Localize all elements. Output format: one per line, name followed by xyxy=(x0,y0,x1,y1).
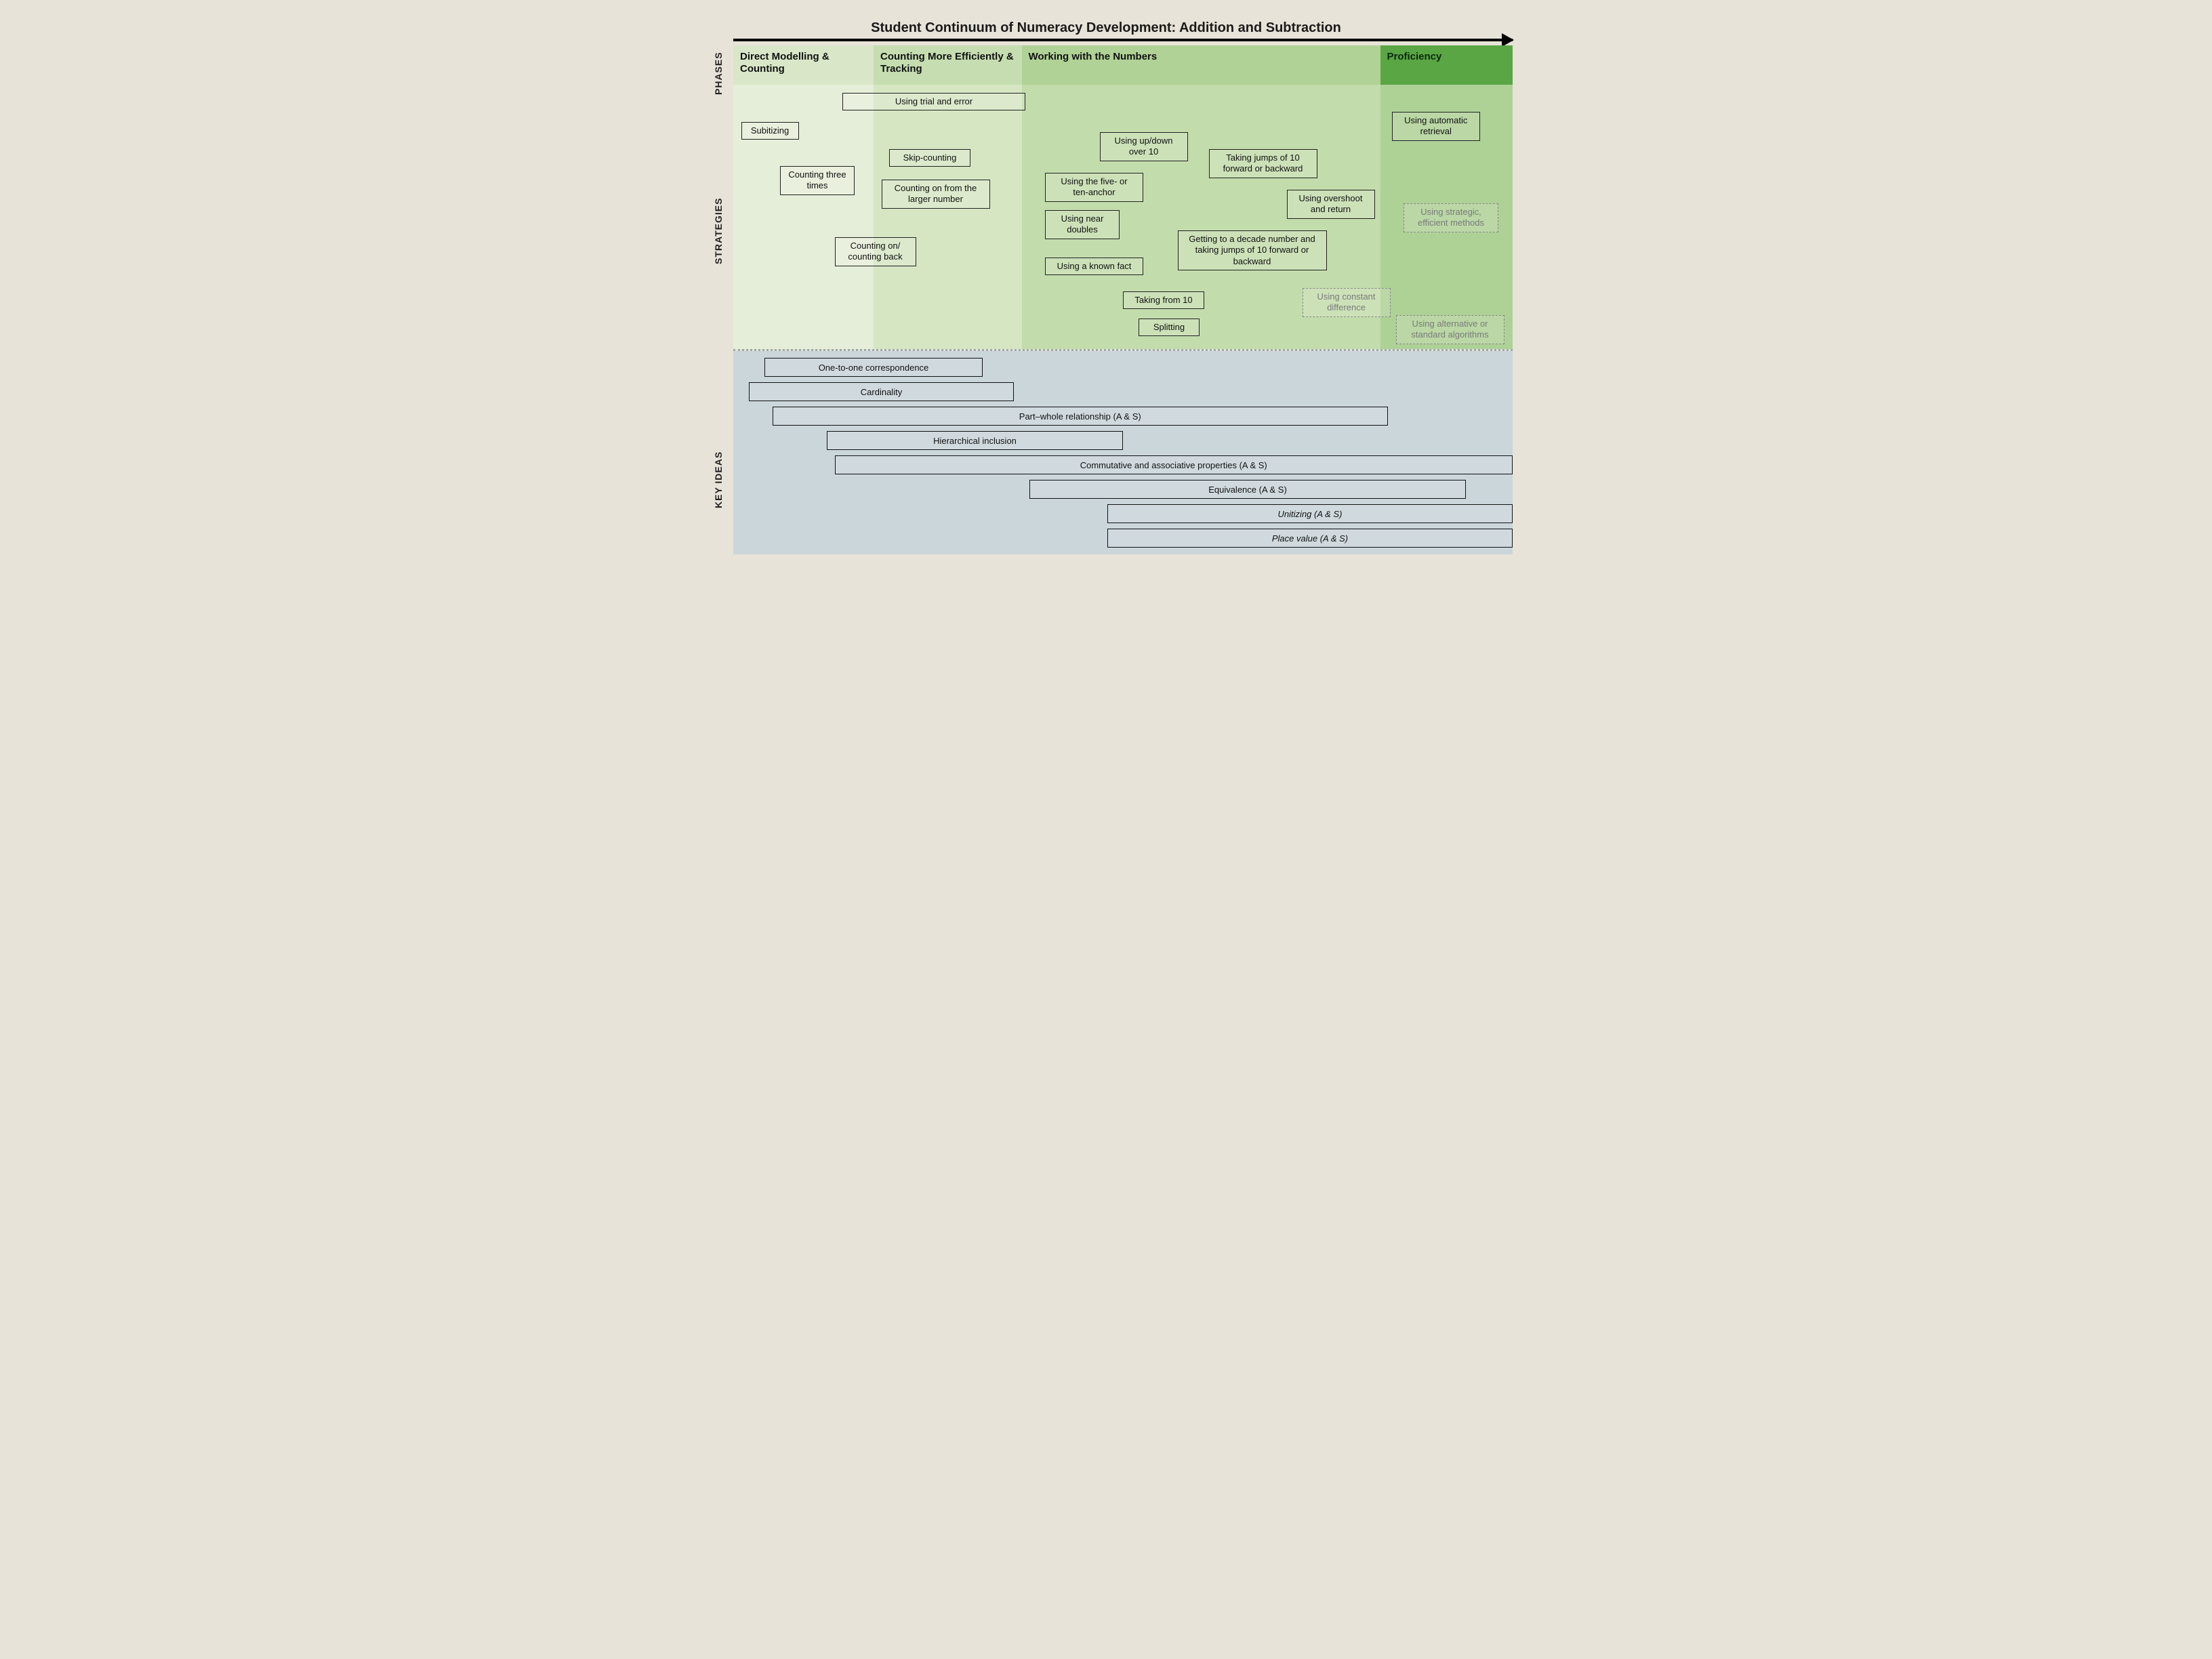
key-ideas-area: One-to-one correspondence Cardinality Part… xyxy=(733,351,1513,554)
strategy-box: Taking from 10 xyxy=(1123,291,1204,309)
phase-column: Working with the Numbers xyxy=(1022,45,1380,85)
strategy-box: Using up/down over 10 xyxy=(1100,132,1188,161)
strategy-box: Using near doubles xyxy=(1045,210,1120,239)
phase-column: Direct Modelling & Counting xyxy=(733,45,874,85)
strategy-box: Using automatic retrieval xyxy=(1392,112,1480,141)
phase-column: Counting More Efficiently & Tracking xyxy=(874,45,1022,85)
diagram-container: Student Continuum of Numeracy Developmen… xyxy=(699,20,1513,554)
strategy-box: Using trial and error xyxy=(842,93,1025,110)
key-idea-bar: Place value (A & S) xyxy=(1107,529,1513,548)
strategy-box: Counting on from the larger number xyxy=(882,180,990,209)
strategy-box: Using alternative or standard algorithms xyxy=(1396,315,1504,344)
strategy-box: Using the five- or ten-anchor xyxy=(1045,173,1143,202)
continuum-arrow xyxy=(733,39,1513,41)
strategy-box: Counting on/ counting back xyxy=(835,237,916,266)
strategies-area: Using trial and error Subitizing Using aut… xyxy=(733,85,1513,349)
title-row: Student Continuum of Numeracy Developmen… xyxy=(699,20,1513,36)
page-title: Student Continuum of Numeracy Developmen… xyxy=(871,20,1341,35)
strategy-box: Using constant difference xyxy=(1303,288,1391,317)
strategy-box: Counting three times xyxy=(780,166,855,195)
main-grid: Direct Modelling & CountingCounting More… xyxy=(733,45,1513,349)
strategy-box: Subitizing xyxy=(741,122,799,140)
strategy-box: Skip-counting xyxy=(889,149,970,167)
strategies-bg-column xyxy=(874,85,1022,349)
label-strategies: STRATEGIES xyxy=(713,198,724,264)
strategy-box: Taking jumps of 10 forward or backward xyxy=(1209,149,1317,178)
strategy-box: Using a known fact xyxy=(1045,258,1143,275)
key-idea-bar: Cardinality xyxy=(749,382,1014,401)
key-idea-bar: Equivalence (A & S) xyxy=(1029,480,1466,499)
strategy-box: Using strategic, efficient methods xyxy=(1404,203,1498,232)
phases-header: Direct Modelling & CountingCounting More… xyxy=(733,45,1513,85)
key-idea-bar: Hierarchical inclusion xyxy=(827,431,1123,450)
strategy-box: Using overshoot and return xyxy=(1287,190,1375,219)
strategy-box: Splitting xyxy=(1139,319,1200,336)
key-idea-bar: Unitizing (A & S) xyxy=(1107,504,1513,523)
phase-column: Proficiency xyxy=(1380,45,1513,85)
strategy-box: Getting to a decade number and taking ju… xyxy=(1178,230,1327,270)
label-key-ideas: KEY IDEAS xyxy=(713,451,724,508)
key-idea-bar: One-to-one correspondence xyxy=(764,358,983,377)
label-phases: PHASES xyxy=(713,52,724,95)
key-idea-bar: Part–whole relationship (A & S) xyxy=(773,407,1389,426)
key-idea-bar: Commutative and associative properties (… xyxy=(835,455,1513,474)
